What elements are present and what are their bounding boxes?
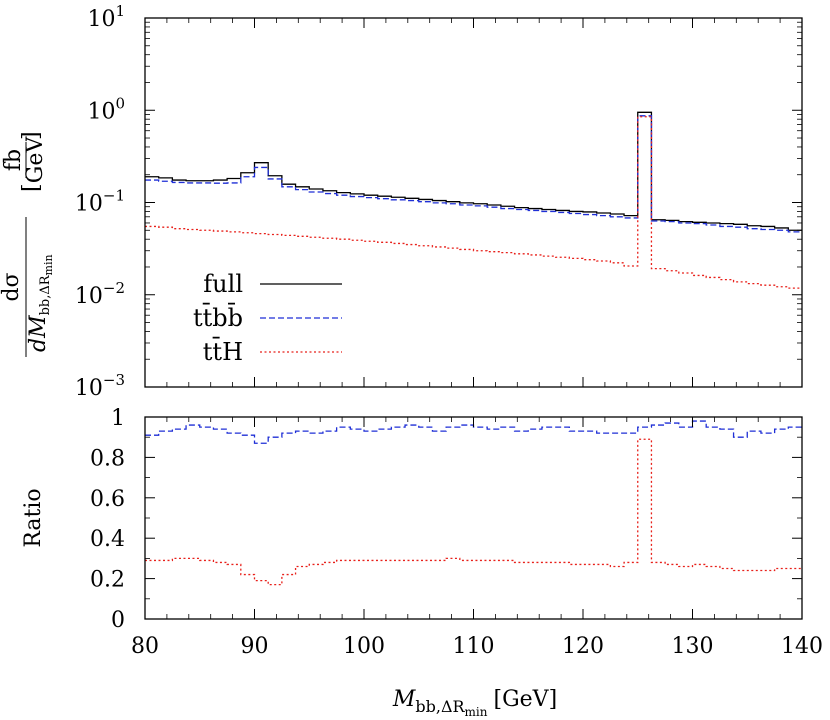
bottom-axis-ticks: 0 0.2 0.4 0.6 0.8 1 80 90 100 110 120 130 140: [90, 406, 823, 659]
bottom-plot-frame: [144, 416, 803, 620]
top-ytick-exponent: 1: [115, 2, 125, 20]
ylabel-denominator-subsub: min: [42, 254, 55, 275]
ratio-ytick-label: 0.8: [90, 446, 125, 471]
xtick-label: 100: [343, 634, 385, 659]
top-ytick-base: 10: [75, 284, 103, 309]
legend-label-2: tt̄H: [203, 337, 243, 366]
legend-label-1: tt̄bb̄: [193, 303, 243, 332]
bottom-y-axis-title: Ratio: [21, 488, 46, 547]
top-ytick-exponent: −3: [103, 371, 125, 389]
xtick-label: 120: [562, 634, 604, 659]
yunit-right-bracket: ]: [19, 131, 44, 140]
top-ytick-exponent: 0: [115, 94, 125, 112]
xtick-label: 90: [241, 634, 269, 659]
legend-label-0: full: [203, 270, 243, 298]
top-ytick-exponent: −1: [103, 187, 125, 205]
legend: full tt̄bb̄ tt̄H: [193, 270, 342, 366]
xlabel-subsub: min: [465, 705, 488, 719]
top-ytick-label: 10−3: [75, 371, 125, 401]
yunit-denominator: GeV: [23, 136, 48, 184]
xlabel-unit: [GeV]: [494, 687, 558, 712]
top-series-line-0: [145, 111, 802, 231]
yunit-numerator: fb: [1, 149, 26, 171]
xtick-label: 140: [781, 634, 823, 659]
top-ytick-base: 10: [75, 376, 103, 401]
top-ytick-label: 10−2: [75, 279, 125, 309]
bottom-panel: 0 0.2 0.4 0.6 0.8 1 80 90 100 110 120 130 140: [90, 406, 823, 659]
top-series-line-2: [145, 116, 802, 289]
ylabel-denominator: dMbb,ΔRmin: [26, 254, 55, 352]
ratio-ytick-label: 0.6: [90, 487, 125, 512]
top-ytick-label: 101: [87, 2, 125, 32]
top-ytick-base: 10: [75, 192, 103, 217]
x-axis-title: Mbb,ΔRmin [GeV]: [392, 687, 557, 719]
top-ytick-exponent: −2: [103, 279, 125, 297]
xtick-label: 80: [131, 634, 159, 659]
xtick-label: 130: [672, 634, 714, 659]
top-plot-frame: [144, 17, 803, 388]
top-ytick-label: 100: [87, 94, 125, 124]
ratio-series-line-1: [145, 438, 802, 586]
top-series-line-1: [145, 115, 802, 233]
xlabel-main: M: [392, 687, 416, 712]
ratio-ytick-label: 0.2: [90, 568, 125, 593]
top-ytick-base: 10: [87, 99, 115, 124]
top-ytick-base: 10: [87, 7, 115, 32]
top-ytick-label: 10−1: [75, 187, 125, 217]
yunit-left-bracket: [: [19, 183, 44, 192]
ylabel-denominator-sub: bb,ΔR: [38, 274, 53, 315]
xlabel-sub: bb,ΔR: [415, 697, 465, 716]
top-y-axis-title: dσ dMbb,ΔRmin [ fb GeV ]: [0, 131, 55, 357]
ratio-ytick-label: 0: [111, 608, 125, 633]
ylabel-denominator-main: dM: [26, 315, 51, 352]
ylabel-numerator: dσ: [0, 272, 24, 301]
ratio-ytick-label: 0.4: [90, 527, 125, 552]
top-series-group: [145, 111, 802, 289]
xtick-label: 110: [453, 634, 495, 659]
bottom-series-group: [145, 420, 802, 586]
ratio-ytick-label: 1: [111, 406, 125, 431]
